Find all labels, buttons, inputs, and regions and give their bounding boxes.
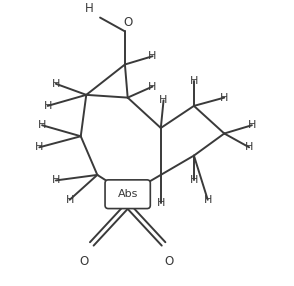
Text: H: H — [190, 175, 198, 185]
Text: H: H — [52, 175, 60, 185]
Text: O: O — [123, 16, 132, 29]
Text: H: H — [220, 93, 228, 103]
Text: Abs: Abs — [118, 189, 138, 199]
Text: H: H — [248, 120, 256, 130]
Text: H: H — [157, 198, 165, 208]
Text: O: O — [79, 255, 88, 268]
FancyBboxPatch shape — [105, 180, 150, 208]
Text: H: H — [190, 76, 198, 86]
Text: H: H — [35, 142, 44, 152]
Text: H: H — [159, 95, 168, 105]
Text: H: H — [66, 195, 74, 205]
Text: H: H — [44, 101, 52, 111]
Text: H: H — [203, 195, 212, 205]
Text: H: H — [85, 2, 93, 15]
Text: H: H — [52, 79, 60, 89]
Text: H: H — [148, 82, 157, 92]
Text: H: H — [38, 120, 46, 130]
Text: O: O — [164, 255, 174, 268]
Text: H: H — [245, 142, 253, 152]
Text: H: H — [148, 51, 157, 61]
